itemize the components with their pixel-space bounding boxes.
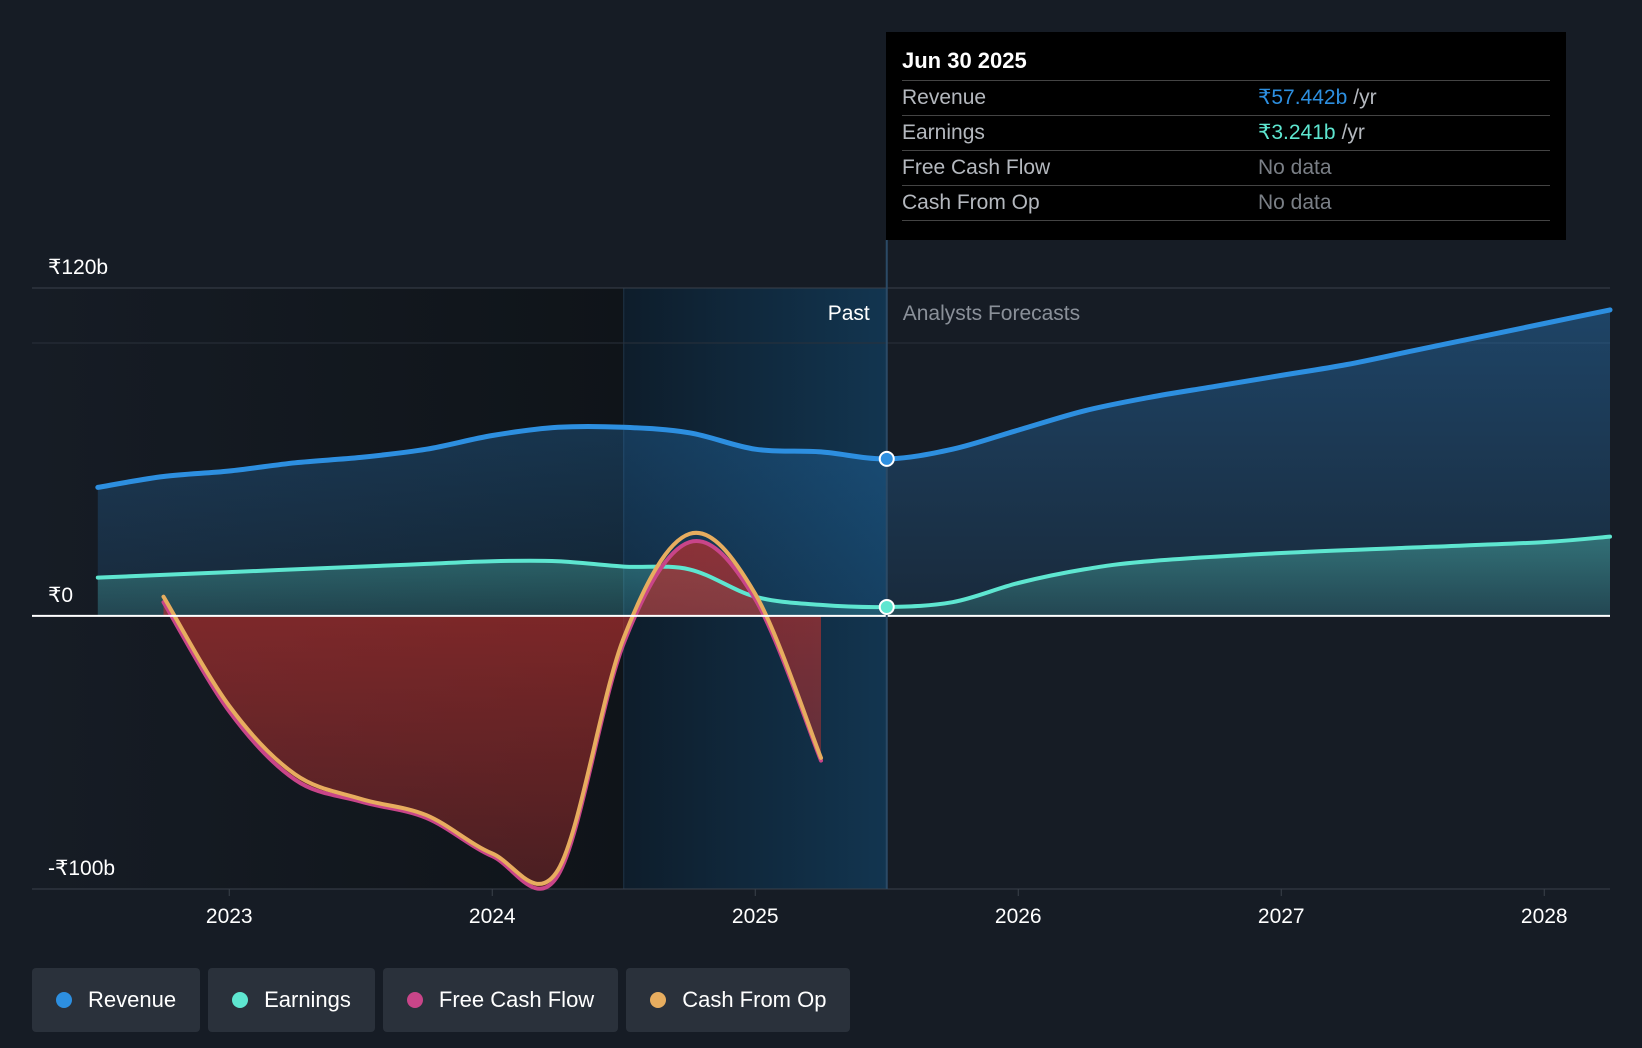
legend-label: Free Cash Flow [438,987,595,1012]
free-cash-flow-dot-icon [406,992,423,1008]
legend-item-free-cash-flow[interactable]: Free Cash Flow [382,968,619,1032]
revenue-area [97,309,1610,616]
earnings-dot-icon [232,992,249,1008]
legend-label: Revenue [88,987,177,1012]
tooltip-row-free-cash-flow: Free Cash Flow No data [902,150,1550,185]
x-tick-label: 2024 [469,905,516,928]
tooltip-row-earnings: Earnings ₹3.241b /yr [902,115,1550,150]
earnings-line [95,534,1612,610]
tooltip-label: Free Cash Flow [902,156,1051,179]
tooltip-date: Jun 30 2025 [902,48,1027,73]
free-cash-flow-line [161,538,823,891]
tooltip-unit: /yr [1341,121,1365,144]
tooltip-row-revenue: Revenue ₹57.442b /yr [902,80,1550,115]
tooltip-label: Earnings [902,121,985,144]
legend-label: Cash From Op [682,987,827,1012]
tooltip-label: Cash From Op [902,191,1040,214]
x-tick-label: 2026 [995,905,1042,928]
revenue-line [95,307,1613,490]
y-tick-label: ₹0 [48,584,73,607]
tooltip: Jun 30 2025 Revenue ₹57.442b /yr Earning… [886,32,1566,240]
tooltip-label: Revenue [902,86,987,109]
tooltip-value: ₹57.442b [1258,86,1348,109]
cash-from-op-line [161,530,823,886]
y-tick-label: ₹120b [48,256,108,279]
legend-item-cash-from-op[interactable]: Cash From Op [626,968,851,1032]
tooltip-value: No data [1258,191,1332,214]
x-tick-label: 2028 [1521,905,1568,928]
x-tick-label: 2027 [1258,905,1305,928]
forecast-label: Analysts Forecasts [903,302,1080,325]
tooltip-row-cash-from-op: Cash From Op No data [902,185,1550,221]
legend-item-earnings[interactable]: Earnings [208,968,375,1032]
x-tick-label: 2023 [206,905,253,928]
revenue-marker [878,450,895,467]
earnings-marker [878,598,895,615]
legend: Revenue Earnings Free Cash Flow Cash Fro… [32,968,851,1032]
legend-label: Earnings [264,987,351,1012]
tooltip-value: ₹3.241b [1258,121,1336,144]
legend-item-revenue[interactable]: Revenue [32,968,201,1032]
free-cash-flow-area [163,540,821,889]
tooltip-value: No data [1258,156,1332,179]
x-tick-label: 2025 [732,905,779,928]
tooltip-unit: /yr [1353,86,1377,109]
cash-from-op-dot-icon [650,992,667,1008]
revenue-dot-icon [56,992,72,1008]
y-tick-label: -₹100b [48,857,115,880]
past-label: Past [828,302,870,325]
